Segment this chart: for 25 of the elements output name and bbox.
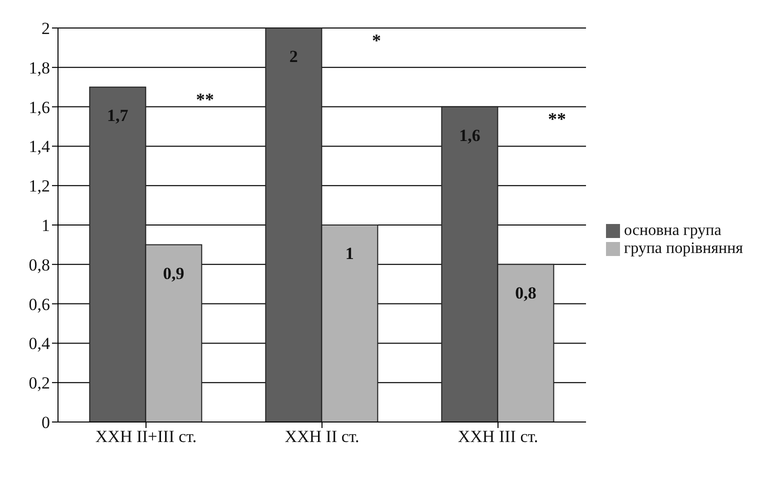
y-tick-label: 1,4 [28, 137, 50, 156]
legend-label: основна група [624, 222, 722, 239]
data-label: 0,9 [163, 264, 184, 283]
y-tick-label: 0,6 [28, 294, 50, 314]
x-tick-label: ХХН II ст. [284, 427, 360, 446]
annotation: ** [548, 109, 566, 130]
y-tick-label: 0 [42, 413, 50, 432]
y-tick-label: 1,6 [28, 98, 50, 117]
data-label: 1 [345, 244, 354, 264]
data-label: 1,7 [107, 106, 129, 126]
y-tick-label: 0,8 [28, 255, 50, 274]
annotation: * [372, 30, 382, 50]
data-label: 2 [289, 47, 298, 66]
y-tick-label: 1,8 [28, 58, 50, 78]
legend-label: група порівняння [624, 240, 743, 257]
y-tick-label: 0,2 [28, 374, 50, 393]
x-tick-label: ХХН II+III ст. [95, 427, 197, 446]
data-label: 0,8 [515, 283, 536, 302]
x-tick-label: ХХН III ст. [458, 427, 538, 446]
data-label: 1,6 [459, 126, 480, 145]
y-tick-label: 2 [42, 19, 50, 38]
y-tick-label: 1 [42, 216, 50, 236]
annotation: ** [196, 89, 214, 110]
y-tick-label: 1,2 [28, 176, 50, 196]
y-tick-label: 0,4 [28, 334, 50, 354]
